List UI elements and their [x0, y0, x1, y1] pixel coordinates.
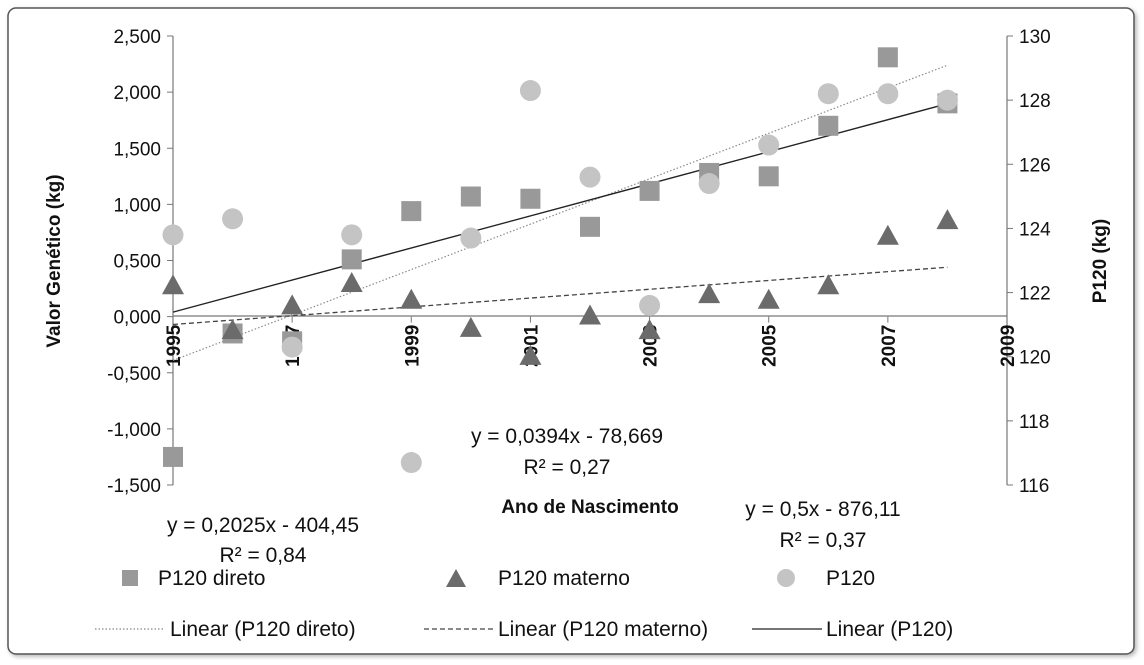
r2-p120: R² = 0,37: [780, 529, 867, 552]
y-left-tick-label: 1,500: [113, 139, 161, 160]
point-p120-materno: [698, 283, 721, 304]
r2-direto: R² = 0,84: [220, 544, 307, 567]
y-left-tick-label: -1,000: [107, 420, 161, 441]
point-p120-materno: [162, 274, 184, 295]
x-tick-label: 1999: [402, 325, 423, 367]
point-p120-materno: [757, 288, 780, 309]
point-p120-materno: [579, 304, 601, 325]
x-tick-label: 2005: [760, 324, 781, 367]
y-right-tick-label: 128: [1019, 91, 1051, 112]
legend-label-p120: P120: [826, 567, 875, 590]
point-p120-materno: [459, 316, 482, 337]
point-p120: [817, 83, 839, 105]
trend-layer: [172, 64, 948, 361]
point-p120-direto: [580, 216, 600, 237]
point-p120: [341, 224, 363, 246]
point-p120-direto: [401, 201, 422, 222]
equation-direto: y = 0,2025x - 404,45: [167, 514, 359, 537]
legend-marker-p120: [777, 569, 795, 587]
point-p120: [579, 166, 601, 188]
y-left-tick-label: 2,000: [113, 83, 161, 104]
point-p120-materno: [400, 288, 423, 309]
point-p120-direto: [460, 186, 481, 207]
point-p120-materno: [221, 319, 244, 340]
y-right-tick-label: 130: [1019, 27, 1051, 48]
y-left-tick-label: -0,500: [107, 364, 161, 385]
point-p120-direto: [877, 47, 898, 68]
point-p120-materno: [876, 224, 899, 245]
equation-p120: y = 0,5x - 876,11: [745, 498, 900, 521]
y-right-tick-label: 124: [1019, 219, 1051, 240]
point-p120: [758, 134, 780, 156]
x-tick-label: 2007: [879, 325, 900, 367]
chart-border: [7, 7, 1135, 655]
point-p120-direto: [639, 180, 660, 201]
point-p120-direto: [758, 166, 779, 187]
trendline-dotted: [172, 64, 948, 361]
point-p120: [877, 83, 899, 105]
legend-label-linear-direto: Linear (P120 direto): [170, 618, 356, 641]
y-right-tick-label: 116: [1019, 476, 1049, 497]
legend-label-direto: P120 direto: [158, 567, 265, 590]
y-left-tick-label: 1,000: [113, 195, 161, 216]
point-p120: [460, 227, 482, 249]
y-left-tick-label: 0,500: [113, 252, 161, 273]
point-p120-direto: [520, 188, 541, 209]
x-tick-label: 1995: [164, 324, 185, 367]
point-p120: [698, 173, 720, 195]
x-tick-label: 2009: [998, 325, 1019, 367]
point-p120: [519, 80, 541, 102]
y-axis-right-title: P120 (kg): [1090, 219, 1111, 303]
point-p120-materno: [638, 319, 661, 340]
point-layer: [162, 47, 959, 474]
point-p120: [281, 336, 303, 358]
point-p120-materno: [340, 271, 363, 292]
trendline-solid: [172, 102, 948, 313]
point-p120: [222, 208, 244, 230]
point-p120-direto: [818, 115, 839, 136]
legend-label-linear-p120: Linear (P120): [826, 618, 953, 641]
legend-marker-direto: [122, 570, 138, 586]
y-axis-left-title: Valor Genético (kg): [44, 174, 65, 347]
legend-label-materno: P120 materno: [498, 567, 630, 590]
y-right-tick-label: 122: [1019, 284, 1051, 305]
point-p120-direto: [341, 249, 362, 270]
point-p120: [936, 89, 958, 111]
x-axis-title: Ano de Nascimento: [501, 497, 678, 518]
axis-layer: 2,500 2,000 1,500 1,000 0,500 0,000 -0,500 -1,0…: [107, 27, 1051, 497]
point-p120: [400, 452, 422, 474]
legend-marker-materno: [446, 569, 466, 587]
point-p120: [639, 294, 661, 316]
r2-materno: R² = 0,27: [524, 456, 611, 479]
trendline-dashed: [172, 266, 948, 326]
y-right-tick-label: 118: [1019, 412, 1049, 433]
equation-materno: y = 0,0394x - 78,669: [471, 425, 663, 448]
point-p120-materno: [281, 294, 304, 315]
point-p120-direto: [163, 446, 183, 467]
y-right-tick-label: 126: [1019, 155, 1051, 176]
y-left-tick-label: 2,500: [113, 27, 161, 48]
y-left-tick-label: 0,000: [113, 308, 161, 329]
legend-label-linear-materno: Linear (P120 materno): [498, 618, 708, 641]
point-p120-materno: [519, 344, 542, 365]
point-p120-materno: [817, 274, 840, 295]
y-left-tick-label: -1,500: [107, 476, 161, 497]
point-p120-materno: [936, 209, 959, 230]
y-right-tick-label: 120: [1019, 348, 1051, 369]
point-p120: [162, 224, 184, 246]
